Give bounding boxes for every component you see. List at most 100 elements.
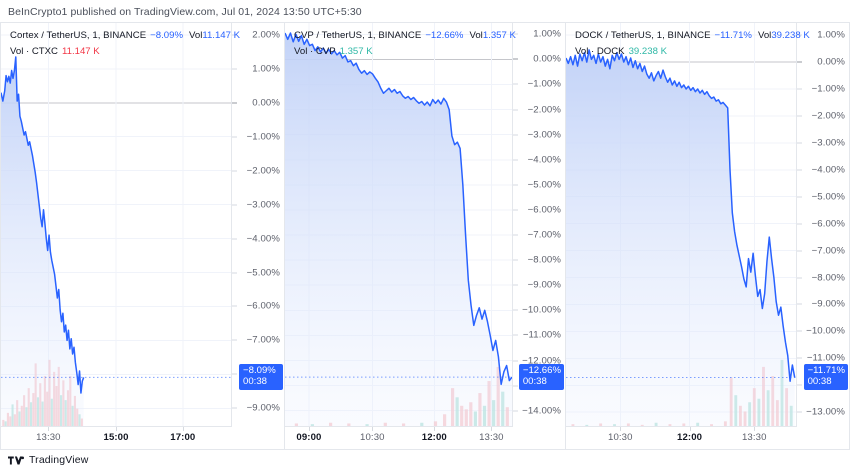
x-tick-mark [116, 427, 118, 431]
x-tick-mark [48, 427, 50, 431]
x-axis-3[interactable]: 10:30 12:00 13:30 [566, 426, 797, 449]
y-tick-mark [513, 360, 518, 361]
x-tick-label: 12:00 [677, 432, 703, 443]
y-tick-label: −5.00% [246, 267, 280, 279]
y-tick-mark [797, 330, 802, 332]
last-price-badge[interactable]: −11.71% 00:38 [803, 364, 848, 391]
y-tick-label: −5.00% [811, 191, 845, 203]
x-axis-2[interactable]: 09:00 10:30 12:00 13:30 [285, 426, 513, 449]
y-tick-label: −1.00% [246, 131, 280, 143]
y-tick-label: −14.00% [522, 405, 561, 417]
x-tick-label: 10:30 [360, 432, 385, 443]
y-axis-2[interactable]: 1.00% 0.00% −1.00% −2.00% −3.00% −4.00% −5.00%… [512, 23, 565, 427]
chart-panel-1[interactable]: Cortex / TetherUS, 1, BINANCE −8.09% Vol11… [0, 22, 284, 450]
y-tick-mark [232, 305, 237, 307]
y-tick-label: −9.00% [527, 279, 561, 291]
x-tick-label: 13:30 [479, 432, 504, 443]
y-tick-label: 1.00% [252, 63, 280, 75]
y-tick-mark [232, 407, 237, 409]
y-axis-1[interactable]: 2.00% 1.00% 0.00% −1.00% −2.00% −3.00% −4.00% −… [231, 23, 284, 427]
y-tick-label: 0.00% [533, 53, 561, 65]
y-tick-mark [513, 410, 518, 412]
y-tick-mark [513, 284, 518, 286]
plot-area-1[interactable] [1, 23, 232, 427]
y-tick-mark [797, 303, 802, 305]
y-axis-3[interactable]: 1.00% 0.00% −1.00% −2.00% −3.00% −4.00% −5.00%… [796, 23, 849, 427]
y-tick-mark [797, 357, 802, 359]
y-tick-mark [797, 115, 802, 117]
x-tick-label: 10:30 [608, 432, 633, 443]
y-tick-label: −6.00% [527, 204, 561, 216]
y-tick-label: −2.00% [811, 110, 845, 122]
y-tick-mark [797, 277, 802, 279]
x-tick-mark [434, 427, 436, 431]
x-tick-mark [182, 427, 184, 431]
y-tick-label: −3.00% [527, 129, 561, 141]
y-tick-mark [797, 34, 802, 36]
tradingview-logo[interactable]: TradingView [8, 454, 88, 466]
x-tick-label: 12:00 [421, 432, 447, 443]
y-tick-label: −9.00% [811, 298, 845, 310]
plot-area-3[interactable] [566, 23, 797, 427]
y-tick-label: −8.00% [811, 272, 845, 284]
y-tick-label: −1.00% [811, 83, 845, 95]
y-tick-mark [232, 136, 237, 138]
y-tick-mark [232, 102, 237, 104]
y-tick-mark [513, 209, 518, 211]
y-tick-label: −2.00% [246, 165, 280, 177]
y-tick-mark [513, 134, 518, 136]
y-tick-mark [513, 83, 518, 85]
y-tick-mark [513, 259, 518, 261]
chart-panel-3[interactable]: DOCK / TetherUS, 1, BINANCE −11.71% Vol39.… [565, 22, 850, 450]
y-tick-mark [232, 34, 237, 36]
y-tick-label: −2.00% [527, 104, 561, 116]
y-tick-label: −12.00% [522, 355, 561, 366]
y-tick-mark [797, 250, 802, 252]
y-tick-mark [797, 411, 802, 413]
x-axis-1[interactable]: 13:30 15:00 17:00 [1, 426, 232, 449]
y-tick-mark [797, 169, 802, 171]
y-tick-mark [797, 196, 802, 198]
y-tick-mark [513, 58, 518, 60]
y-tick-mark [513, 109, 518, 111]
attribution-text: BeInCrypto1 published on TradingView.com… [8, 6, 362, 18]
last-price-value: −11.71% [807, 365, 845, 377]
y-tick-mark [797, 223, 802, 225]
y-tick-mark [232, 373, 237, 375]
y-tick-mark [513, 159, 518, 161]
x-tick-mark [620, 427, 622, 431]
y-tick-mark [513, 309, 518, 311]
y-tick-label: −5.00% [527, 179, 561, 191]
y-tick-label: −10.00% [522, 304, 561, 316]
y-tick-mark [232, 170, 237, 172]
y-tick-label: 0.00% [817, 56, 845, 68]
y-tick-mark [797, 142, 802, 144]
y-tick-label: −11.00% [806, 352, 845, 364]
tradingview-wordmark: TradingView [29, 454, 89, 466]
y-tick-label: −3.00% [246, 199, 280, 211]
last-price-value: −12.66% [522, 365, 561, 377]
y-tick-label: −8.00% [527, 254, 561, 266]
y-tick-label: −6.00% [246, 300, 280, 312]
y-tick-label: 1.00% [533, 28, 561, 40]
plot-area-2[interactable] [285, 23, 513, 427]
x-tick-label: 15:00 [103, 432, 129, 443]
y-tick-label: −4.00% [246, 233, 280, 245]
charts-row: Cortex / TetherUS, 1, BINANCE −8.09% Vol11… [0, 22, 850, 450]
x-tick-mark [689, 427, 691, 431]
last-price-badge[interactable]: −12.66% 00:38 [518, 364, 564, 391]
y-tick-label: −9.00% [246, 402, 280, 414]
y-tick-mark [513, 385, 518, 387]
last-price-badge[interactable]: −8.09% 00:38 [239, 364, 283, 391]
chart-panel-2[interactable]: CVP / TetherUS, 1, BINANCE −12.66% Vol1.35… [284, 22, 565, 450]
y-tick-mark [797, 61, 802, 63]
countdown-timer: 00:38 [807, 375, 832, 387]
y-tick-label: 0.00% [252, 97, 280, 109]
countdown-timer: 00:38 [522, 375, 547, 387]
y-tick-label: −7.00% [246, 334, 280, 346]
y-tick-mark [513, 234, 518, 236]
y-tick-label: −13.00% [806, 406, 845, 418]
y-tick-mark [232, 339, 237, 341]
y-tick-mark [513, 334, 518, 336]
